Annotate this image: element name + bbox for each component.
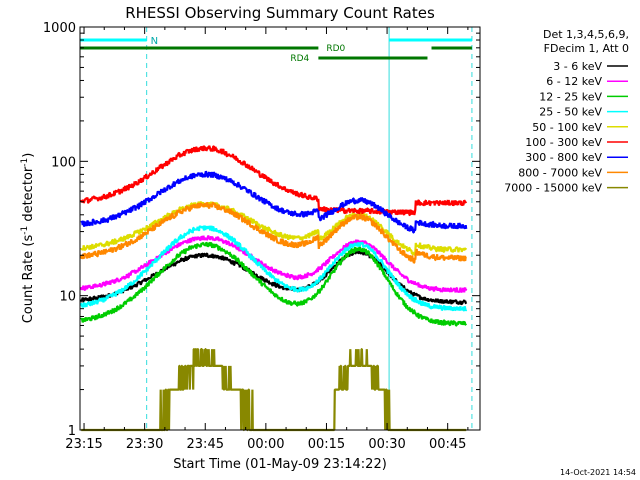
legend-header-0: Det 1,3,4,5,6,9, bbox=[543, 28, 629, 41]
legend: Det 1,3,4,5,6,9,FDecim 1, Att 0 3 - 6 keV… bbox=[504, 28, 629, 195]
axes: 23:15 23:30 23:45 00:00 00:15 00:30 00:45 1 10 10… bbox=[43, 21, 481, 452]
y-label-part-2: detector bbox=[21, 166, 36, 226]
x-tick-label-3: 00:00 bbox=[247, 437, 284, 452]
night-flag-label: N bbox=[151, 36, 158, 47]
plot-area: N RD0 RD4 bbox=[79, 27, 473, 432]
legend-label-6: 300 - 800 keV bbox=[525, 151, 602, 164]
x-axis-label: Start Time (01-May-09 23:14:22) bbox=[173, 457, 387, 472]
y-axis-label: Count Rate (s-1 detector-1) bbox=[20, 153, 36, 324]
legend-label-3: 25 - 50 keV bbox=[539, 106, 602, 119]
legend-header-1: FDecim 1, Att 0 bbox=[544, 42, 629, 55]
x-tick-label-6: 00:45 bbox=[429, 437, 466, 452]
x-tick-label-4: 00:15 bbox=[308, 437, 345, 452]
series-line-8 bbox=[81, 348, 467, 432]
plot-frame bbox=[79, 26, 481, 431]
y-tick-label-1: 10 bbox=[59, 290, 76, 305]
legend-label-8: 7000 - 15000 keV bbox=[504, 182, 602, 195]
legend-label-1: 6 - 12 keV bbox=[546, 75, 602, 88]
legend-label-5: 100 - 300 keV bbox=[525, 136, 602, 149]
x-tick-label-2: 23:45 bbox=[187, 437, 224, 452]
y-tick-label-2: 100 bbox=[51, 155, 76, 170]
series-line-4 bbox=[80, 201, 468, 256]
y-label-sup-2: -1 bbox=[20, 158, 30, 167]
y-label-part-3: ) bbox=[21, 153, 36, 158]
series-line-3 bbox=[80, 225, 468, 312]
series-line-1 bbox=[80, 235, 468, 293]
legend-label-4: 50 - 100 keV bbox=[532, 121, 602, 134]
series-line-6 bbox=[80, 170, 468, 234]
rd0-flag-label: RD0 bbox=[326, 44, 345, 54]
y-tick-label-0: 1 bbox=[68, 424, 76, 439]
legend-label-7: 800 - 7000 keV bbox=[518, 166, 602, 179]
chart-title: RHESSI Observing Summary Count Rates bbox=[125, 4, 435, 22]
rd4-flag-label: RD4 bbox=[290, 54, 309, 64]
legend-label-0: 3 - 6 keV bbox=[553, 60, 602, 73]
series-line-7 bbox=[80, 201, 467, 264]
series-line-2 bbox=[80, 241, 468, 327]
x-tick-label-0: 23:15 bbox=[65, 437, 102, 452]
timestamp: 14-Oct-2021 14:54 bbox=[560, 468, 636, 477]
y-tick-label-3: 1000 bbox=[43, 21, 76, 36]
x-tick-label-5: 00:30 bbox=[368, 437, 405, 452]
y-label-sup-1: -1 bbox=[20, 226, 30, 235]
legend-label-2: 12 - 25 keV bbox=[539, 90, 602, 103]
x-tick-label-1: 23:30 bbox=[126, 437, 163, 452]
series-line-5 bbox=[80, 145, 468, 217]
y-label-part-1: Count Rate (s bbox=[21, 235, 36, 324]
svg-text:Count Rate (s-1 detector-1): Count Rate (s-1 detector-1) bbox=[20, 153, 36, 324]
